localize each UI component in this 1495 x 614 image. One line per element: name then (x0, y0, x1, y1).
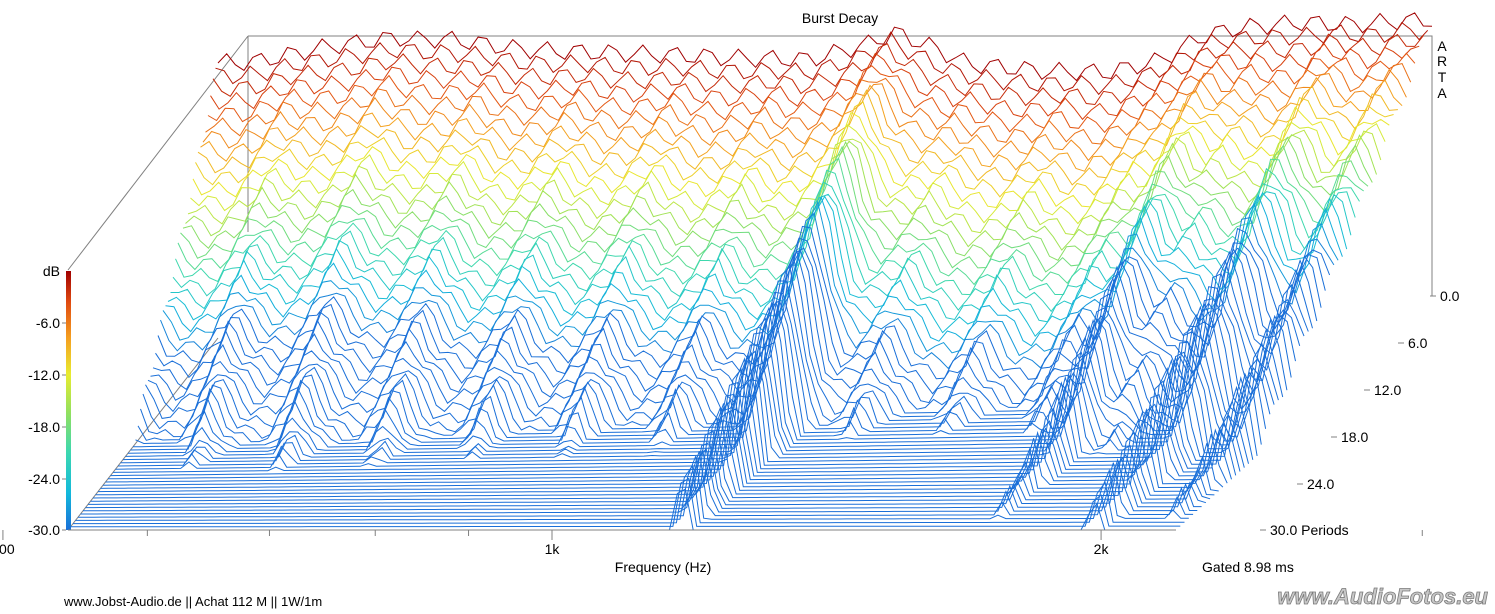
footer-right-watermark: www.AudioFotos.eu (1277, 584, 1488, 609)
periods-tick-label: 18.0 (1341, 429, 1368, 445)
decay-slice (83, 447, 1202, 512)
decay-slice (180, 144, 1369, 273)
decay-slice (80, 448, 1198, 515)
decay-slice (165, 194, 1343, 347)
db-tick-label: -18.0 (28, 419, 60, 435)
decay-slice (200, 76, 1403, 172)
decay-slice (73, 464, 1185, 525)
decay-slice (197, 85, 1398, 186)
decay-slices (68, 12, 1433, 531)
decay-slice (145, 254, 1309, 422)
frequency-axis-label: Frequency (Hz) (615, 559, 711, 575)
decay-slice (182, 136, 1373, 261)
color-scale-bar (66, 271, 71, 530)
decay-slice (175, 167, 1360, 296)
back-wall-frame (248, 35, 1433, 296)
decay-slice (115, 351, 1258, 470)
arta-letter-r: R (1437, 53, 1447, 69)
decay-slice (160, 212, 1335, 370)
decay-slice (177, 157, 1364, 286)
decay-slice (70, 477, 1181, 528)
periods-tick-label: 6.0 (1408, 335, 1428, 351)
arta-letter-t: T (1438, 69, 1447, 85)
decay-slice (192, 106, 1390, 209)
decay-slice (210, 43, 1420, 121)
decay-slice (105, 382, 1241, 483)
frequency-minor-ticks (146, 530, 1423, 536)
decay-slice (75, 455, 1189, 521)
frequency-tick-label-1k: 1k (545, 541, 561, 557)
decay-slice (170, 191, 1352, 323)
decay-slice (95, 403, 1224, 496)
decay-slice (187, 129, 1382, 236)
db-scale-ticks: -6.0 -12.0 -18.0 -24.0 -30.0 (28, 315, 66, 538)
decay-slice (120, 344, 1267, 464)
db-tick-label: -12.0 (28, 367, 60, 383)
decay-slice (78, 451, 1194, 518)
decay-slice (202, 68, 1407, 162)
frequency-tick-labels: 2005001k2k5k10k (0, 530, 1110, 557)
decay-slice (172, 181, 1356, 313)
decay-slice (185, 134, 1377, 251)
decay-slice (195, 96, 1394, 198)
decay-slice (212, 33, 1424, 107)
decay-slice (155, 237, 1326, 397)
arta-letter-a2: A (1437, 85, 1447, 101)
footer-left-caption: www.Jobst-Audio.de || Achat 112 M || 1W/… (63, 594, 322, 609)
decay-slice (162, 200, 1339, 357)
arta-watermark: A R T A (1437, 38, 1447, 101)
decay-slice (150, 248, 1318, 410)
decay-slice (97, 400, 1228, 493)
decay-slice (107, 368, 1245, 480)
arta-letter-a1: A (1437, 38, 1447, 54)
decay-slice (132, 301, 1288, 448)
decay-slice (102, 393, 1237, 486)
decay-slice (90, 417, 1215, 502)
frequency-tick-label-2k: 2k (1094, 541, 1110, 557)
decay-slice (207, 52, 1416, 134)
periods-tick-label: 12.0 (1374, 382, 1401, 398)
periods-axis-ticks: 0.0 6.0 12.0 18.0 24.0 30.0 Periods (1260, 288, 1460, 538)
db-tick-label: -6.0 (36, 315, 60, 331)
periods-tick-label: 24.0 (1307, 476, 1334, 492)
chart-title: Burst Decay (802, 10, 878, 26)
decay-slice (215, 21, 1429, 96)
decay-slice (167, 192, 1348, 338)
decay-slice (147, 249, 1313, 414)
decay-slice (88, 430, 1211, 505)
decay-slice (157, 225, 1331, 380)
decay-slice (85, 441, 1207, 509)
decay-slice (92, 406, 1219, 499)
periods-tick-label: 0.0 (1440, 288, 1460, 304)
decay-slice (125, 317, 1275, 457)
decay-slice (112, 352, 1254, 473)
decay-slice (122, 332, 1271, 461)
decay-slice (100, 399, 1232, 489)
decay-slice (205, 63, 1412, 145)
decay-slice (190, 121, 1386, 225)
periods-tick-label: 30.0 Periods (1270, 522, 1349, 538)
depth-edge-top (67, 35, 249, 271)
gate-label: Gated 8.98 ms (1202, 559, 1294, 575)
db-unit-label: dB (43, 263, 60, 279)
frequency-tick-label-500: 500 (0, 541, 15, 557)
decay-slice (110, 357, 1249, 477)
db-tick-label: -30.0 (28, 522, 60, 538)
decay-slice (217, 12, 1433, 82)
db-tick-label: -24.0 (28, 471, 60, 487)
decay-slice (117, 350, 1262, 467)
